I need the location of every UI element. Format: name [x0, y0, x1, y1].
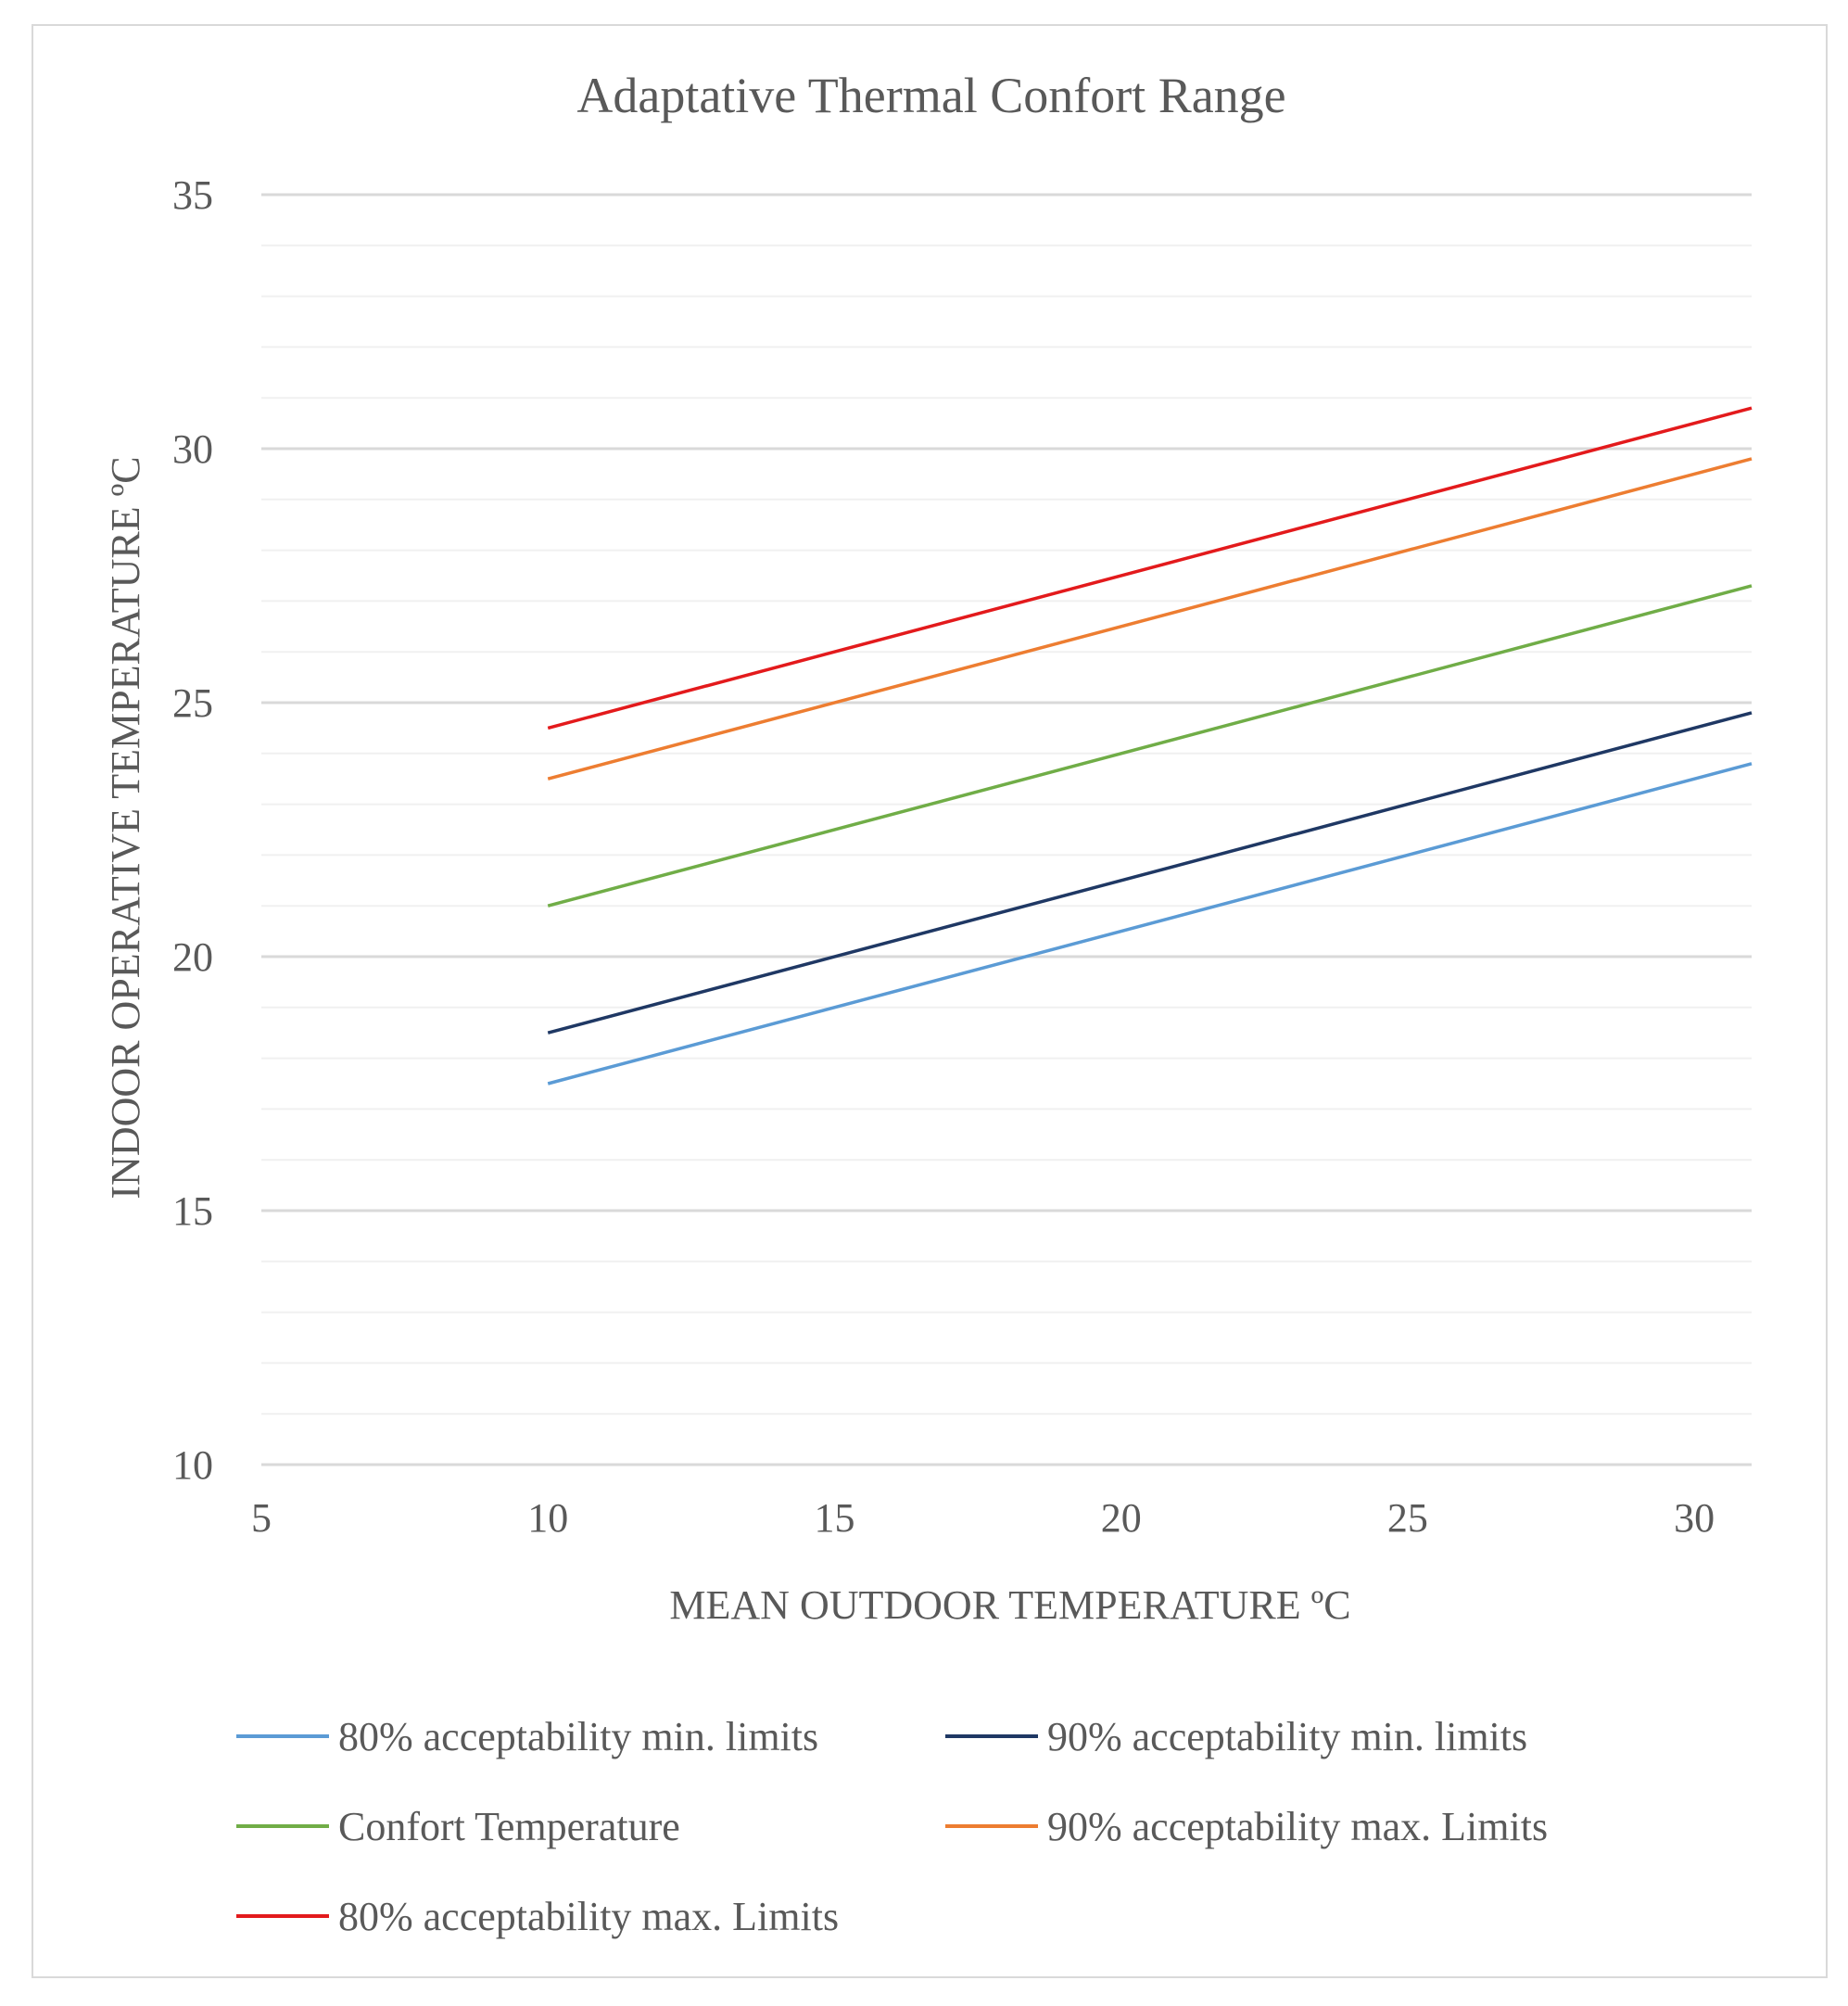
x-tick-label: 5: [251, 1495, 272, 1541]
series-lines: [547, 406, 1753, 1086]
series-line: [547, 406, 1753, 730]
legend-label: 80% acceptability min. limits: [338, 1714, 818, 1759]
y-tick-label: 20: [172, 934, 213, 980]
x-axis-title: MEAN OUTDOOR TEMPERATURE ºC: [669, 1582, 1350, 1628]
y-axis-title: INDOOR OPERATIVE TEMPERATURE ºC: [103, 456, 148, 1199]
legend: 80% acceptability min. limits 90% accepta…: [236, 1714, 1548, 1939]
series-line: [547, 762, 1753, 1086]
series-line: [547, 584, 1753, 908]
y-tick-label: 30: [172, 426, 213, 472]
legend-label: 90% acceptability min. limits: [1047, 1714, 1527, 1759]
legend-label: 80% acceptability max. Limits: [338, 1894, 839, 1939]
y-tick-label: 15: [172, 1188, 213, 1234]
series-line: [547, 457, 1753, 781]
legend-label: Confort Temperature: [338, 1804, 680, 1849]
legend-label: 90% acceptability max. Limits: [1047, 1804, 1548, 1849]
y-tick-label: 35: [172, 172, 213, 218]
series-line: [547, 711, 1753, 1035]
x-tick-label: 20: [1101, 1495, 1142, 1541]
x-tick-label: 30: [1674, 1495, 1715, 1541]
chart-title: Adaptative Thermal Confort Range: [576, 68, 1285, 123]
x-axis-tick-labels: 5 10 15 20 25 30: [251, 1495, 1715, 1541]
y-tick-label: 25: [172, 680, 213, 726]
y-tick-label: 10: [172, 1442, 213, 1488]
y-axis-tick-labels: 10 15 20 25 30 35: [172, 172, 213, 1488]
gridlines: [261, 193, 1752, 1466]
chart-frame: [32, 24, 1828, 1978]
x-tick-label: 15: [814, 1495, 854, 1541]
x-tick-label: 10: [527, 1495, 568, 1541]
x-tick-label: 25: [1387, 1495, 1428, 1541]
